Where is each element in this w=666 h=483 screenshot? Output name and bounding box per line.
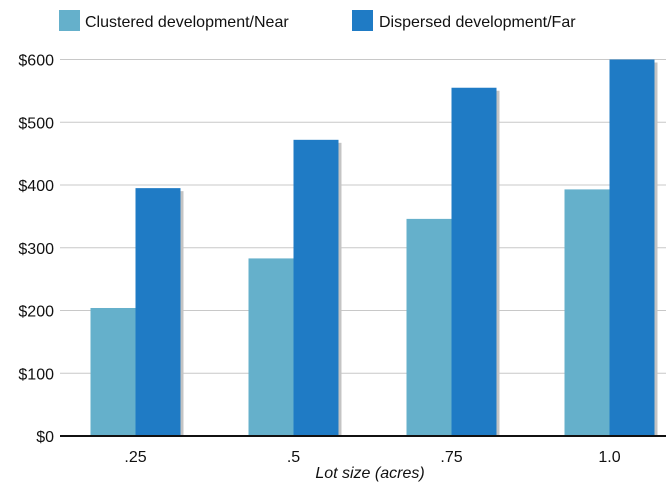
y-tick-label: $600 [18, 53, 54, 70]
bar-near-2 [406, 218, 452, 436]
legend-swatch [59, 10, 80, 31]
legend-label: Dispersed development/Far [379, 14, 576, 31]
bar-near-0 [90, 307, 136, 436]
bar-near-1 [248, 258, 294, 436]
x-tick-label: .75 [440, 449, 462, 466]
x-tick-label: .5 [287, 449, 300, 466]
y-tick-label: $0 [36, 429, 54, 446]
bar-near-3 [564, 189, 610, 436]
y-tick-label: $100 [18, 366, 54, 383]
legend-label: Clustered development/Near [85, 14, 289, 31]
y-tick-label: $400 [18, 178, 54, 195]
x-tick-label: 1.0 [598, 449, 620, 466]
y-axis-ticks: $0 $100 $200 $300 $400 $500 $600 [18, 53, 54, 447]
x-axis-title: Lot size (acres) [315, 465, 424, 482]
bar-far-0 [135, 188, 181, 436]
y-tick-label: $200 [18, 304, 54, 321]
bars [90, 59, 658, 437]
legend: Clustered development/Near Dispersed deve… [59, 10, 576, 31]
y-tick-label: $300 [18, 241, 54, 258]
x-tick-label: .25 [124, 449, 146, 466]
bar-far-3 [609, 59, 655, 436]
bar-far-1 [293, 139, 339, 436]
x-axis-ticks: .25 .5 .75 1.0 [124, 449, 620, 466]
legend-swatch [352, 10, 373, 31]
y-tick-label: $500 [18, 115, 54, 132]
bar-far-2 [451, 87, 497, 437]
